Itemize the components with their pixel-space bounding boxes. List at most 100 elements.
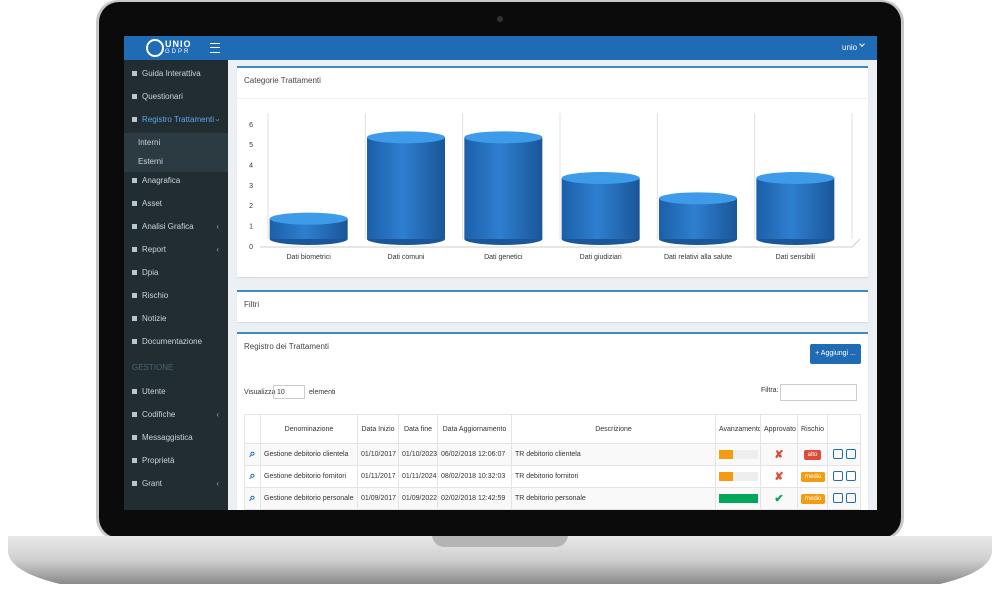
show-label: Visualizza <box>244 389 276 396</box>
menu-item[interactable]: Grant ‹ <box>124 474 228 494</box>
table-row: ⌕ Gestione debitorio fornitori 01/11/2017 0… <box>244 465 861 488</box>
base <box>8 536 992 584</box>
menu-label: Rischio <box>142 291 169 300</box>
header-cell[interactable]: Avanzamento <box>715 414 761 444</box>
cell: Gestione debitorio fornitori <box>260 465 358 488</box>
menu-item[interactable]: Notizie <box>124 309 228 329</box>
menu-icon <box>132 71 137 77</box>
menu-icon <box>132 224 137 230</box>
menu-item[interactable]: Registro Trattamenti ‹ <box>124 110 228 130</box>
header-cell[interactable]: Data Inizio <box>357 414 399 444</box>
cell: 01/10/2023 <box>398 443 438 466</box>
cell: 01/11/2017 <box>357 465 399 488</box>
bar-top <box>659 192 737 205</box>
menu-item[interactable]: Messaggistica <box>124 428 228 448</box>
menu-label: Grant <box>142 479 163 488</box>
menu-label: Anagrafica <box>142 176 181 185</box>
menu-arrow: ‹ <box>216 410 219 419</box>
menu-icon <box>132 94 137 100</box>
bar <box>367 137 445 239</box>
menu-label: Utente <box>142 387 166 396</box>
x-tick-label: Dati sensibili <box>776 254 816 261</box>
menu-item[interactable]: Report ‹ <box>124 240 228 260</box>
submenu-item[interactable]: Interni <box>124 133 228 153</box>
progress-cell <box>715 487 761 510</box>
progress-track <box>719 472 758 481</box>
menu-label: Report <box>142 245 167 254</box>
menu-item[interactable]: Rischio <box>124 286 228 306</box>
menu-item[interactable]: Guida Interattiva <box>124 64 228 84</box>
view-cell[interactable]: ⌕ <box>244 487 261 510</box>
notch <box>432 536 568 547</box>
logo-mark <box>146 39 164 57</box>
header-cell <box>244 414 261 444</box>
menu-toggle[interactable] <box>210 43 220 53</box>
approved-cell: ✘ <box>760 443 798 466</box>
menu-icon <box>132 481 137 487</box>
menu-arrow: ‹ <box>212 118 222 122</box>
view-cell[interactable]: ⌕ <box>244 465 261 488</box>
filters-panel[interactable]: Filtri <box>237 290 868 322</box>
floor-edge <box>851 238 861 248</box>
cell: 08/02/2018 10:32:03 <box>437 465 512 488</box>
header-cell[interactable]: Rischio <box>797 414 828 444</box>
page-size-select[interactable]: 10 <box>273 385 305 399</box>
bar-top <box>367 131 445 144</box>
menu-item[interactable]: Anagrafica <box>124 171 228 191</box>
add-button[interactable]: + Aggiungi ... <box>810 344 861 364</box>
risk-cell: medio <box>797 487 828 510</box>
menu-icon <box>132 178 137 184</box>
menu-icon <box>132 458 137 464</box>
user-menu[interactable]: unio <box>842 43 858 52</box>
header-cell[interactable]: Descrizione <box>511 414 716 444</box>
y-tick-label: 1 <box>249 224 253 231</box>
x-tick-label: Dati giudiziari <box>580 254 622 261</box>
menu-section: GESTIONE <box>132 363 174 372</box>
menu-icon <box>132 389 137 395</box>
filter-input[interactable] <box>780 384 857 401</box>
menu-item[interactable]: Analisi Grafica ‹ <box>124 217 228 237</box>
menu-item[interactable]: Asset <box>124 194 228 214</box>
delete-button[interactable] <box>845 492 856 503</box>
header-row: Denominazione Data Inizio Data fine Data Ag… <box>244 414 861 444</box>
menu-item[interactable]: Proprietà <box>124 451 228 471</box>
menu-item[interactable]: Dpia <box>124 263 228 283</box>
edit-button[interactable] <box>832 492 843 503</box>
menu-arrow: ‹ <box>216 222 219 231</box>
header-cell[interactable]: Approvato <box>760 414 798 444</box>
top-bar: UNIO GDPR unio <box>124 36 877 60</box>
user-caret <box>859 41 865 47</box>
menu-icon <box>132 201 137 207</box>
header-cell <box>827 414 861 444</box>
header-cell[interactable]: Denominazione <box>260 414 358 444</box>
menu-item[interactable]: Questionari <box>124 87 228 107</box>
header-cell[interactable]: Data Aggiornamento <box>437 414 512 444</box>
edit-button[interactable] <box>832 448 843 459</box>
cell: 01/09/2017 <box>357 487 399 510</box>
view-cell[interactable]: ⌕ <box>244 443 261 466</box>
menu-item[interactable]: Documentazione <box>124 332 228 352</box>
delete-button[interactable] <box>845 448 856 459</box>
progress-cell <box>715 465 761 488</box>
cell: Gestione debitorio clientela <box>260 443 358 466</box>
submenu-item[interactable]: Esterni <box>124 152 228 172</box>
x-tick-label: Dati biometrici <box>286 254 331 261</box>
header-cell[interactable]: Data fine <box>398 414 438 444</box>
menu-item[interactable]: Utente <box>124 382 228 402</box>
filter-label: Filtra: <box>761 387 779 394</box>
menu-item[interactable]: Codifiche ‹ <box>124 405 228 425</box>
menu-icon <box>132 435 137 441</box>
progress-track <box>719 450 758 459</box>
cell: TR debitorio fornitori <box>511 465 716 488</box>
chart: 0 1 2 3 4 5 6 Dati biometrici Dati comuni Dati ge… <box>249 113 861 261</box>
menu-label: Documentazione <box>142 337 203 346</box>
panel-title: Categorie Trattamenti <box>244 76 321 85</box>
progress-track <box>719 494 758 503</box>
edit-button[interactable] <box>832 470 843 481</box>
x-tick-label: Dati genetici <box>484 254 523 261</box>
delete-button[interactable] <box>845 470 856 481</box>
y-tick-label: 4 <box>249 163 253 170</box>
progress-bar <box>719 494 758 503</box>
bar-top <box>464 131 543 144</box>
